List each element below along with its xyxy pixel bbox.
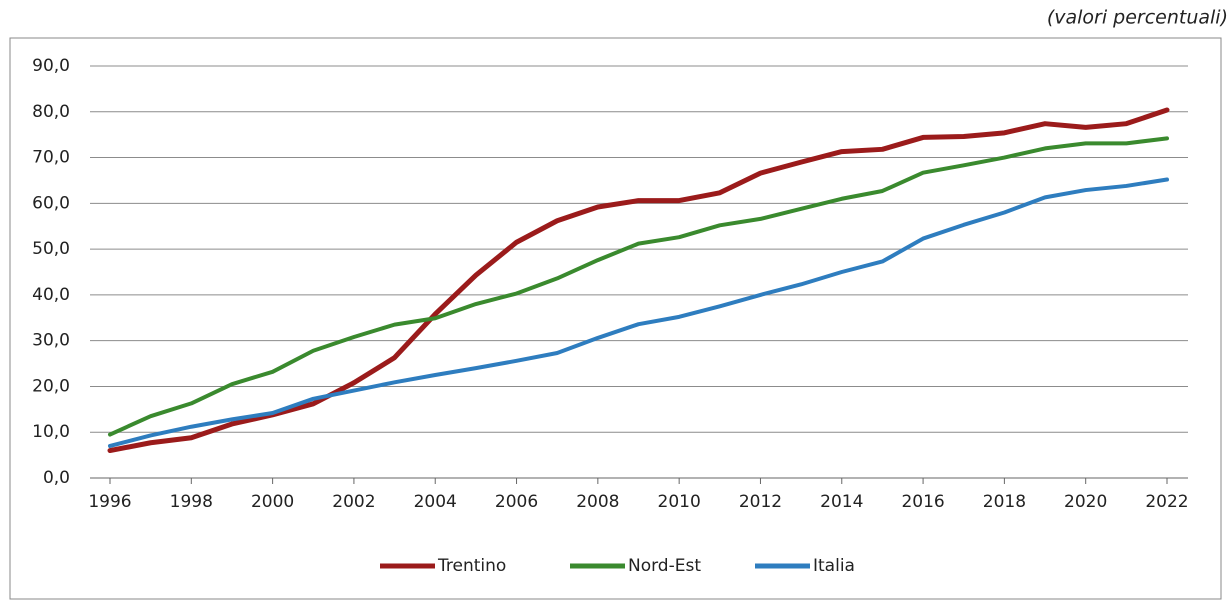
y-tick-label: 70,0 [32,148,70,168]
x-tick-label: 2002 [332,492,375,512]
legend-label: Italia [813,556,855,576]
y-tick-label: 40,0 [32,285,70,305]
x-tick-label: 2014 [820,492,863,512]
x-tick-label: 2012 [739,492,782,512]
x-tick-label: 2000 [251,492,294,512]
x-tick-label: 2008 [576,492,619,512]
legend-label: Nord-Est [628,556,701,576]
y-tick-label: 0,0 [43,468,70,488]
y-tick-label: 20,0 [32,376,70,396]
line-series [108,177,1169,448]
line-series [107,107,1170,454]
y-tick-label: 30,0 [32,331,70,351]
x-tick-label: 2020 [1064,492,1107,512]
legend-label: Trentino [437,556,506,576]
y-tick-label: 90,0 [32,56,70,76]
x-tick-label: 2016 [901,492,944,512]
annotation: (valori percentuali) [1047,7,1228,29]
line-series [108,136,1169,437]
x-tick-label: 1996 [88,492,131,512]
y-tick-label: 50,0 [32,239,70,259]
x-tick-label: 2018 [983,492,1026,512]
y-tick-label: 10,0 [32,422,70,442]
y-tick-label: 80,0 [32,102,70,122]
x-tick-label: 2004 [414,492,457,512]
y-tick-label: 60,0 [32,193,70,213]
x-tick-label: 2010 [658,492,701,512]
x-tick-label: 1998 [170,492,213,512]
chart-border [9,37,1222,600]
x-tick-label: 2006 [495,492,538,512]
x-tick-label: 2022 [1145,492,1188,512]
